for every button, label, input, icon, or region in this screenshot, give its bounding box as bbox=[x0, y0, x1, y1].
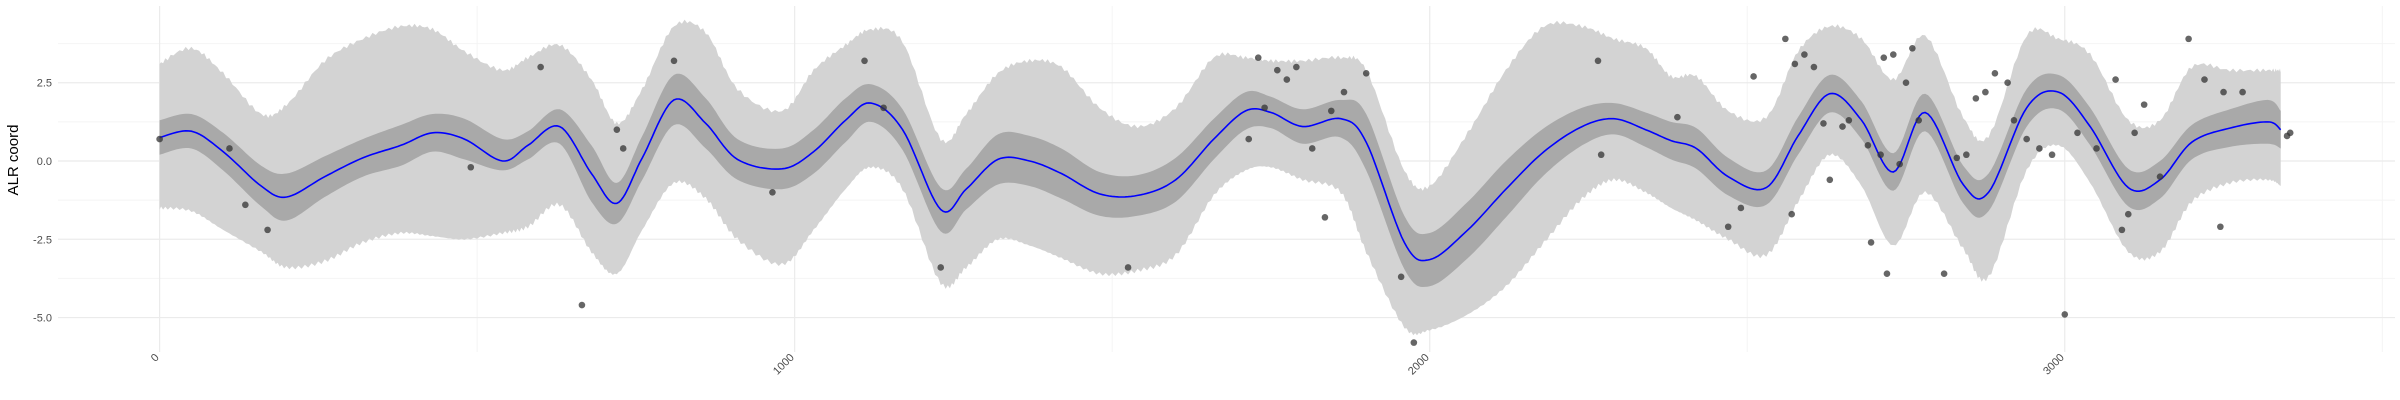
data-point bbox=[1972, 95, 1980, 102]
data-point bbox=[1877, 151, 1884, 159]
data-point bbox=[1293, 63, 1300, 71]
data-point bbox=[1724, 223, 1732, 231]
data-point bbox=[769, 189, 776, 196]
data-point bbox=[1867, 239, 1875, 246]
data-point bbox=[2156, 173, 2164, 180]
data-point bbox=[1261, 104, 1268, 112]
data-point bbox=[242, 201, 249, 209]
data-point bbox=[1880, 54, 1888, 61]
data-point bbox=[1321, 214, 1329, 221]
data-point bbox=[2061, 311, 2069, 318]
y-tick-label: -2.5 bbox=[33, 234, 52, 246]
data-point bbox=[1953, 154, 1961, 162]
data-point bbox=[1254, 54, 1262, 61]
data-point bbox=[2220, 88, 2227, 96]
data-point bbox=[578, 301, 586, 309]
data-point bbox=[1902, 79, 1910, 87]
data-point bbox=[226, 145, 233, 152]
y-axis-title: ALR coord bbox=[5, 125, 22, 196]
data-point bbox=[1674, 113, 1681, 121]
data-point bbox=[2286, 129, 2294, 137]
data-point bbox=[2004, 79, 2011, 87]
data-point bbox=[1864, 142, 1872, 149]
data-point bbox=[1327, 107, 1335, 115]
confidence-bands bbox=[159, 19, 2281, 336]
data-point bbox=[619, 145, 627, 152]
data-point bbox=[613, 126, 621, 133]
fitted-line bbox=[159, 90, 2282, 262]
data-point bbox=[1362, 70, 1370, 77]
data-point bbox=[2185, 35, 2192, 43]
data-point bbox=[1245, 135, 1253, 143]
data-point bbox=[1963, 151, 1970, 159]
data-point bbox=[1845, 116, 1853, 124]
data-point bbox=[1597, 151, 1605, 159]
data-point bbox=[2023, 135, 2030, 143]
data-point bbox=[1397, 273, 1405, 281]
data-point bbox=[1896, 160, 1903, 168]
data-point bbox=[1274, 66, 1281, 74]
data-point bbox=[1826, 176, 1834, 184]
data-point bbox=[264, 226, 271, 234]
data-point bbox=[670, 57, 678, 65]
y-tick-label: -5.0 bbox=[33, 313, 52, 325]
data-point bbox=[2124, 210, 2132, 218]
data-point bbox=[2217, 223, 2224, 231]
data-point bbox=[1890, 51, 1897, 58]
x-tick-label: 3000 bbox=[2041, 352, 2067, 378]
data-point bbox=[1810, 63, 1818, 71]
inner-confidence-band bbox=[159, 73, 2281, 287]
data-point bbox=[861, 57, 868, 65]
data-point bbox=[1788, 210, 1795, 218]
data-point bbox=[937, 264, 945, 271]
data-point bbox=[1820, 120, 1827, 127]
data-point bbox=[2131, 129, 2138, 137]
data-point bbox=[2093, 145, 2100, 152]
data-point bbox=[2118, 226, 2126, 234]
observation-points bbox=[156, 35, 2294, 346]
data-point bbox=[1308, 145, 1316, 152]
data-point bbox=[1410, 339, 1418, 346]
data-point bbox=[880, 104, 887, 112]
x-tick-label: 0 bbox=[149, 352, 162, 365]
data-point bbox=[1340, 88, 1348, 96]
data-point bbox=[1283, 76, 1291, 83]
data-point bbox=[1124, 264, 1132, 271]
data-point bbox=[2239, 88, 2246, 96]
data-point bbox=[467, 163, 475, 171]
data-point bbox=[1782, 35, 1789, 43]
y-tick-label: 2.5 bbox=[37, 78, 52, 90]
data-point bbox=[1791, 60, 1799, 68]
data-point bbox=[2010, 116, 2018, 124]
data-point bbox=[2048, 151, 2056, 159]
data-point bbox=[1839, 123, 1846, 130]
data-point bbox=[1991, 70, 1999, 77]
y-tick-label: 0.0 bbox=[37, 156, 52, 168]
data-point bbox=[2036, 145, 2043, 152]
data-point bbox=[1915, 116, 1923, 124]
fitted-curve bbox=[159, 90, 2282, 262]
data-point bbox=[2074, 129, 2081, 137]
data-point bbox=[1940, 270, 1948, 278]
data-point bbox=[156, 135, 163, 143]
x-tick-label: 1000 bbox=[771, 352, 797, 378]
data-point bbox=[1883, 270, 1891, 278]
data-point bbox=[2112, 76, 2119, 83]
data-point bbox=[537, 63, 544, 71]
data-point bbox=[2140, 101, 2148, 108]
data-point bbox=[1750, 73, 1757, 80]
data-point bbox=[1801, 51, 1808, 58]
data-point bbox=[1737, 204, 1745, 212]
data-point bbox=[2201, 76, 2208, 83]
data-point bbox=[1909, 44, 1916, 52]
data-point bbox=[1982, 88, 1989, 96]
data-point bbox=[1594, 57, 1602, 65]
x-tick-label: 2000 bbox=[1406, 352, 1432, 378]
